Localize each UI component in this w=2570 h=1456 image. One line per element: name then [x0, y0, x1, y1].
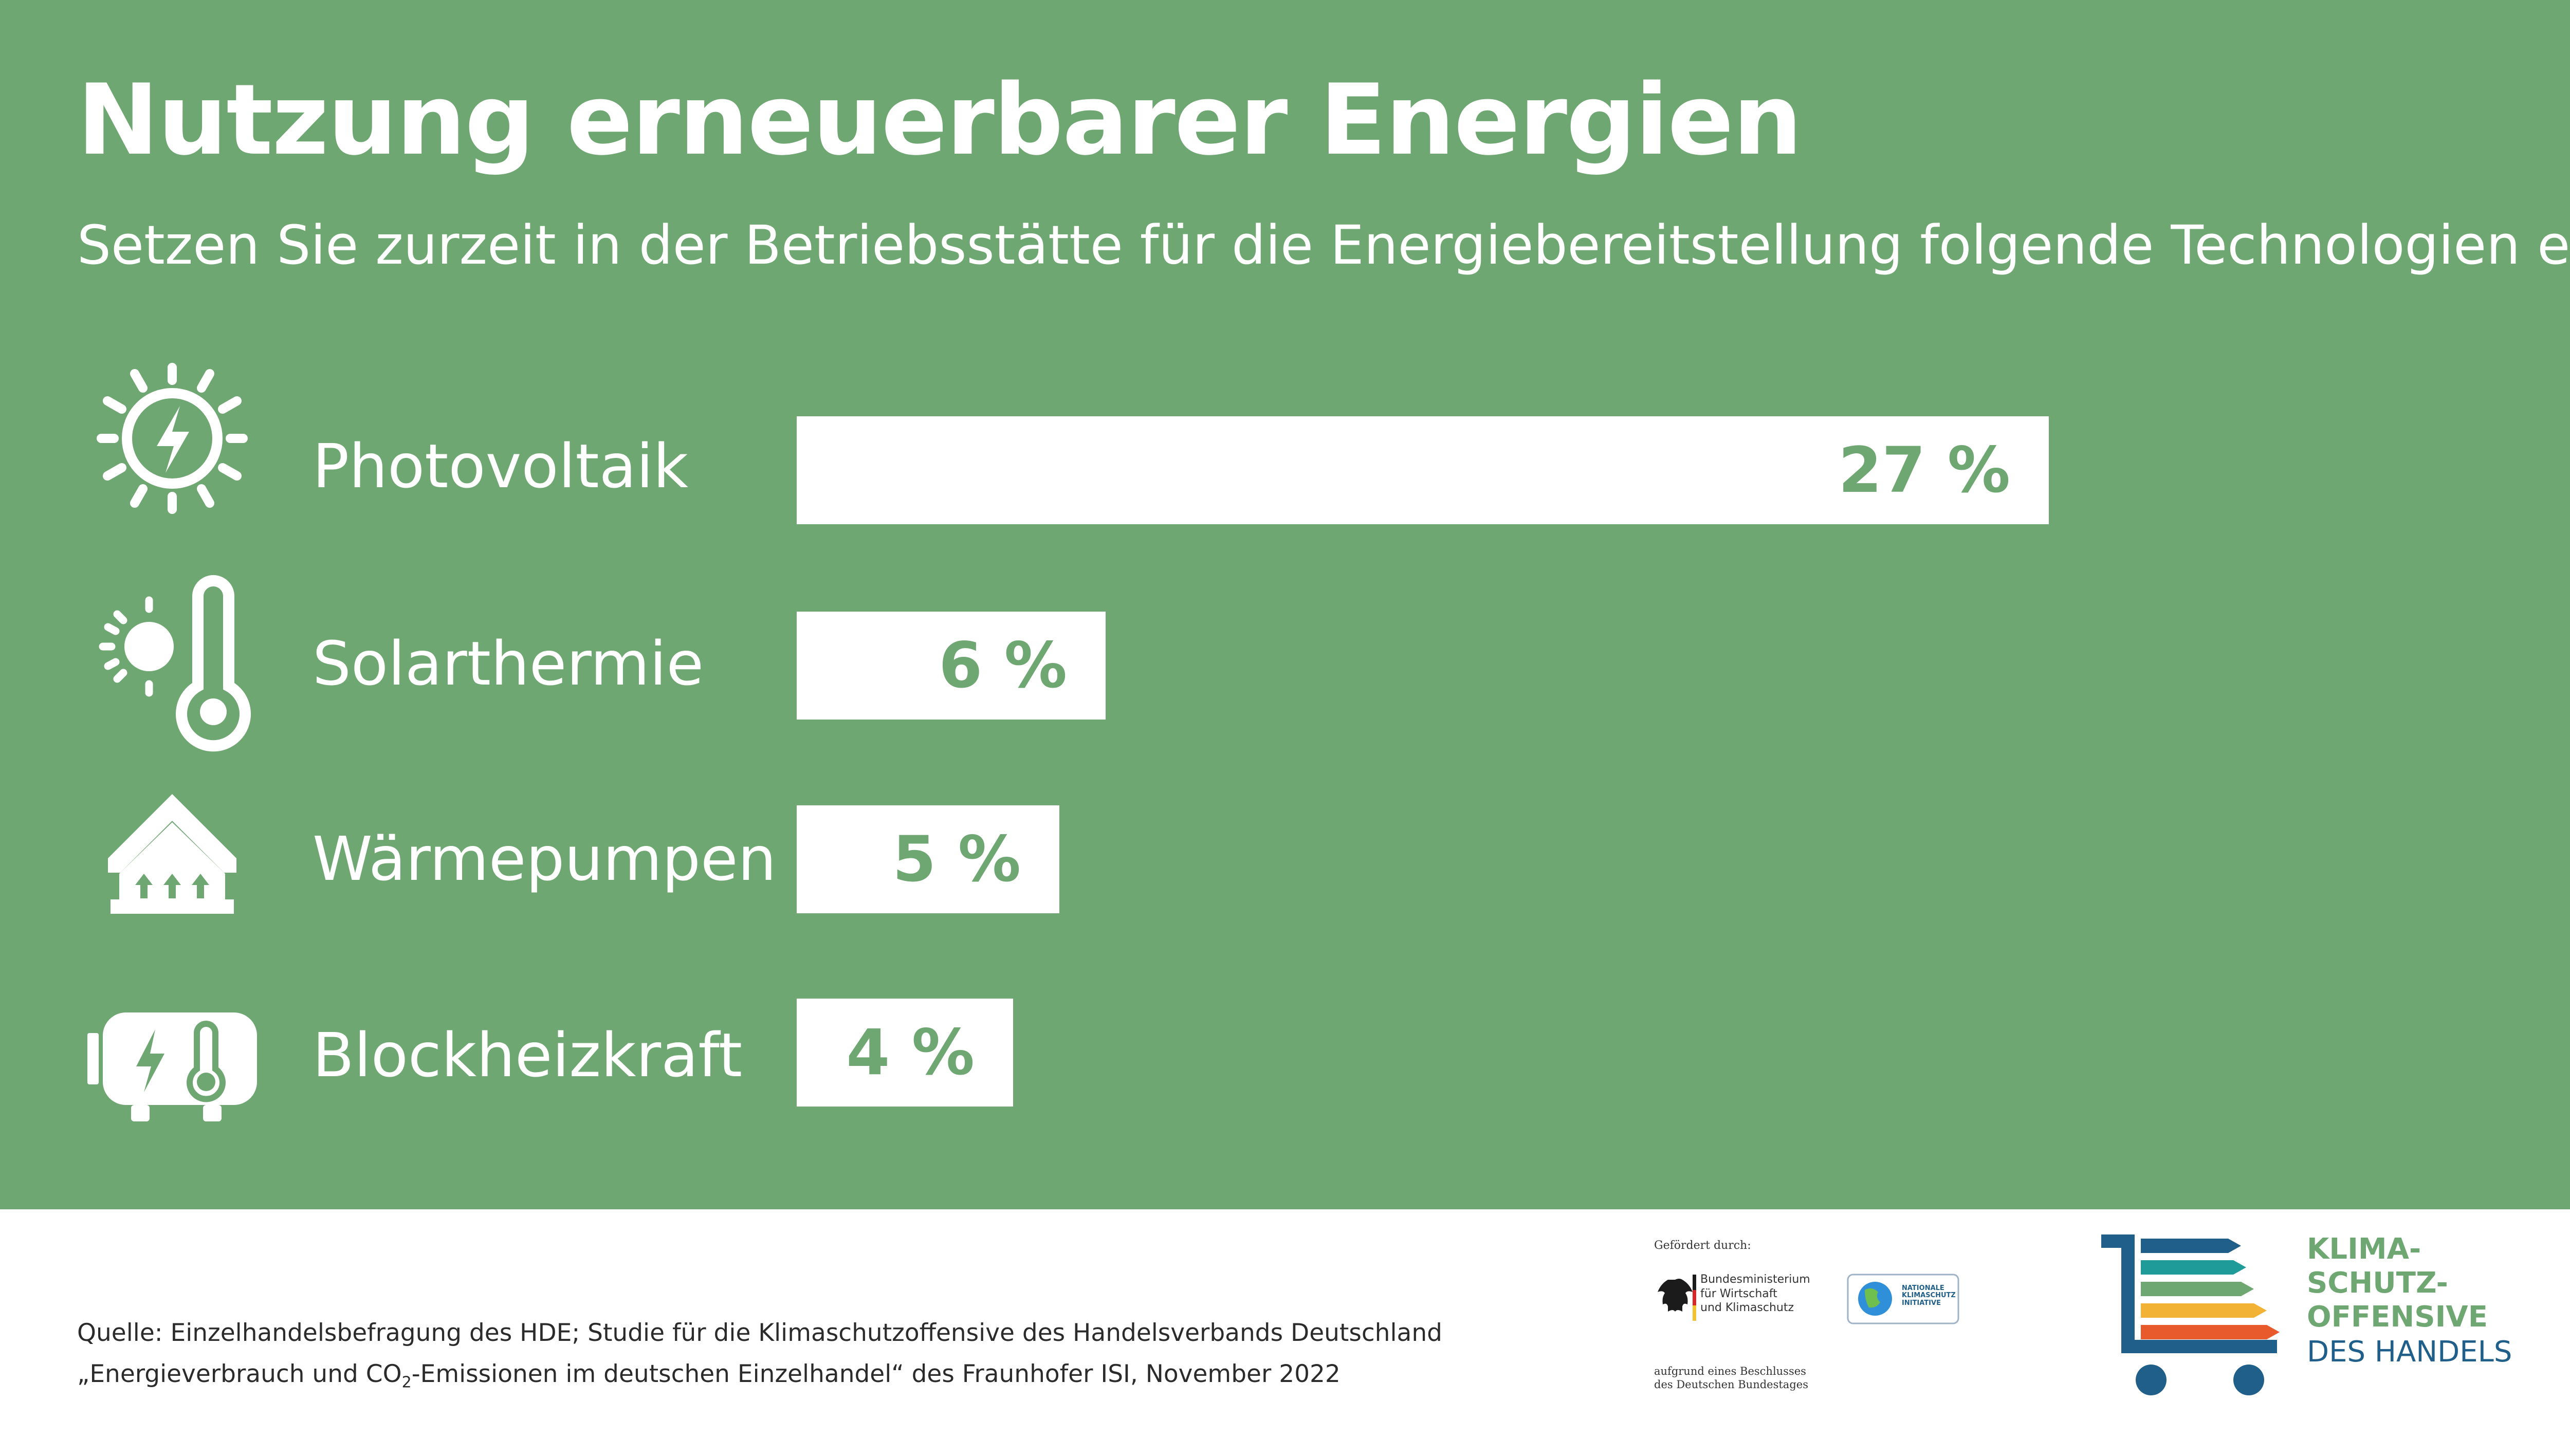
ministry-name: Bundesministerium für Wirtschaft und Kli… [1700, 1273, 1810, 1314]
logo-line-des-handels: DES HANDELS [2307, 1335, 2512, 1369]
category-label-blockheizkraft: Blockheizkraft [313, 1020, 743, 1091]
chp-unit-icon [87, 1012, 257, 1121]
source-line-2: „Energieverbrauch und CO2-Emissionen im … [77, 1360, 1341, 1392]
logo-line-klima: KLIMA- [2307, 1232, 2421, 1266]
value-label-photovoltaik: 27 % [1838, 434, 2011, 507]
category-label-waermepumpen: Wärmepumpen [313, 823, 777, 894]
chart-title: Nutzung erneuerbarer Energien [77, 63, 1802, 177]
bar-waermepumpen: 5 % [797, 805, 1059, 913]
source-line-1: Quelle: Einzelhandelsbefragung des HDE; … [77, 1319, 1442, 1347]
funded-by-label: Gefördert durch: [1654, 1239, 1751, 1252]
heat-pump-house-icon [108, 794, 236, 914]
klimaschutz-initiative-logo [1847, 1274, 1959, 1324]
bar-blockheizkraft: 4 % [797, 999, 1013, 1107]
federal-eagle-logo [1658, 1275, 1696, 1321]
logo-line-offensive: OFFENSIVE [2307, 1300, 2488, 1334]
chart-subtitle: Setzen Sie zurzeit in der Betriebsstätte… [77, 214, 2570, 277]
category-label-photovoltaik: Photovoltaik [313, 431, 689, 502]
logo-line-schutz: SCHUTZ- [2307, 1266, 2448, 1300]
bar-solarthermie: 6 % [797, 612, 1106, 720]
value-label-blockheizkraft: 4 % [846, 1016, 975, 1089]
sun-thermometer-icon [99, 575, 251, 752]
initiative-name: NATIONALE KLIMASCHUTZ INITIATIVE [1902, 1284, 1956, 1307]
sun-lightning-icon [97, 363, 248, 514]
category-label-solarthermie: Solarthermie [313, 628, 704, 699]
value-label-solarthermie: 6 % [939, 629, 1067, 702]
chart-background [0, 0, 2570, 1209]
klimaschutzoffensive-cart-logo [2101, 1234, 2280, 1395]
bar-photovoltaik: 27 % [797, 416, 2049, 524]
value-label-waermepumpen: 5 % [892, 823, 1021, 896]
bundestag-resolution: aufgrund eines Beschlusses des Deutschen… [1654, 1365, 1808, 1391]
